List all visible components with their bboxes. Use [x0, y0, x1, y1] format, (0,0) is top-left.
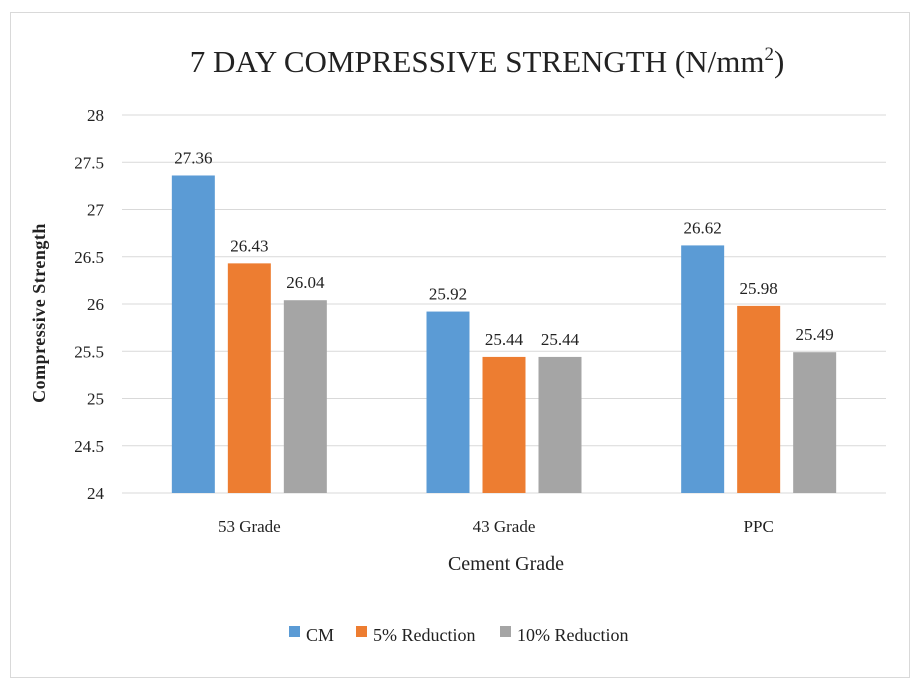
y-tick-label: 26.5: [74, 248, 104, 267]
data-labels: 27.36 26.43 26.04 25.92 25.44 25.44 26.62 25.98…: [174, 148, 834, 348]
bar: [793, 352, 837, 493]
legend-item: CM: [289, 625, 334, 645]
y-tick-label: 24.5: [74, 437, 104, 456]
y-tick-label: 27.5: [74, 153, 104, 172]
bar: [171, 175, 215, 494]
y-tick-label: 26: [87, 295, 104, 314]
data-label: 25.49: [796, 325, 834, 344]
legend: CM 5% Reduction 10% Reduction: [289, 625, 628, 645]
y-axis-ticks: 24 24.5 25 25.5 26 26.5 27 27.5 28: [74, 106, 104, 503]
data-label: 26.62: [684, 218, 722, 237]
y-tick-label: 24: [87, 484, 105, 503]
legend-swatch: [500, 626, 511, 637]
data-label: 26.04: [286, 273, 325, 292]
data-label: 25.44: [485, 330, 524, 349]
x-axis-label: Cement Grade: [448, 553, 564, 575]
legend-swatch: [289, 626, 300, 637]
chart-title-close: ): [774, 44, 784, 79]
chart-title-superscript: 2: [764, 44, 774, 65]
x-category-label: PPC: [744, 517, 774, 536]
bar: [227, 263, 271, 493]
data-label: 25.98: [740, 279, 778, 298]
bars: [171, 175, 837, 494]
bar: [482, 356, 526, 493]
y-axis-label: Compressive Strength: [29, 223, 49, 403]
bar: [426, 311, 470, 493]
chart-title: 7 DAY COMPRESSIVE STRENGTH (N/mm2): [190, 44, 785, 79]
x-category-label: 53 Grade: [218, 517, 281, 536]
bar: [737, 305, 781, 493]
y-tick-label: 28: [87, 106, 104, 125]
legend-item: 10% Reduction: [500, 625, 628, 645]
legend-item: 5% Reduction: [356, 625, 475, 645]
y-tick-label: 25: [87, 390, 104, 409]
bar: [538, 356, 582, 493]
y-tick-label: 27: [87, 201, 105, 220]
data-label: 26.43: [230, 236, 268, 255]
x-category-label: 43 Grade: [473, 517, 536, 536]
data-label: 25.44: [541, 330, 580, 349]
legend-label: 10% Reduction: [517, 625, 628, 645]
legend-swatch: [356, 626, 367, 637]
legend-label: 5% Reduction: [373, 625, 475, 645]
bar: [681, 245, 725, 493]
x-axis-categories: 53 Grade 43 Grade PPC: [218, 517, 774, 536]
chart-title-main: 7 DAY COMPRESSIVE STRENGTH (N/mm: [190, 44, 765, 79]
data-label: 27.36: [174, 148, 212, 167]
data-label: 25.92: [429, 285, 467, 304]
legend-label: CM: [306, 625, 334, 645]
bar: [283, 300, 327, 493]
y-tick-label: 25.5: [74, 342, 104, 361]
